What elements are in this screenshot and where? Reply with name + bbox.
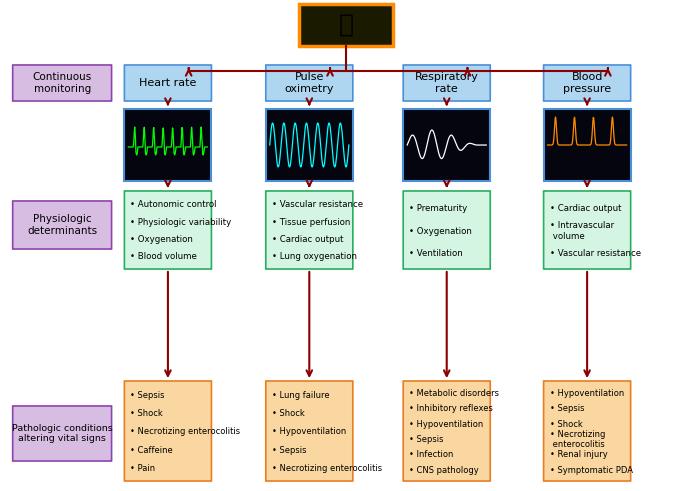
FancyBboxPatch shape (266, 381, 353, 481)
FancyBboxPatch shape (266, 109, 353, 181)
Text: • Sepsis: • Sepsis (272, 446, 306, 455)
Text: • Oxygenation: • Oxygenation (409, 227, 472, 236)
Text: • Autonomic control: • Autonomic control (130, 200, 217, 209)
FancyBboxPatch shape (544, 381, 631, 481)
FancyBboxPatch shape (125, 191, 212, 269)
Text: • Hypoventilation: • Hypoventilation (549, 389, 624, 398)
FancyBboxPatch shape (403, 191, 490, 269)
Text: • Hypoventilation: • Hypoventilation (409, 420, 484, 429)
Text: Heart rate: Heart rate (139, 78, 197, 88)
Text: • Renal injury: • Renal injury (549, 450, 608, 460)
Text: • Oxygenation: • Oxygenation (130, 235, 193, 244)
Text: • Vascular resistance: • Vascular resistance (272, 200, 363, 209)
Text: • Tissue perfusion: • Tissue perfusion (272, 218, 350, 227)
FancyBboxPatch shape (544, 109, 631, 181)
FancyBboxPatch shape (13, 65, 112, 101)
Text: • Necrotizing enterocolitis: • Necrotizing enterocolitis (272, 464, 382, 473)
Text: Pulse
oximetry: Pulse oximetry (284, 72, 334, 94)
Text: Blood
pressure: Blood pressure (563, 72, 611, 94)
Text: • Infection: • Infection (409, 450, 453, 460)
FancyBboxPatch shape (13, 406, 112, 461)
FancyBboxPatch shape (266, 65, 353, 101)
Text: • Cardiac output: • Cardiac output (272, 235, 343, 244)
Text: • Lung oxygenation: • Lung oxygenation (272, 252, 357, 261)
Text: Pathologic conditions
altering vital signs: Pathologic conditions altering vital sig… (12, 424, 112, 443)
Text: • Inhibitory reflexes: • Inhibitory reflexes (409, 404, 493, 413)
FancyBboxPatch shape (13, 201, 112, 249)
FancyBboxPatch shape (403, 109, 490, 181)
Text: • Vascular resistance: • Vascular resistance (549, 249, 640, 258)
Text: Physiologic
determinants: Physiologic determinants (27, 214, 97, 236)
Text: • Necrotizing enterocolitis: • Necrotizing enterocolitis (130, 427, 240, 436)
FancyBboxPatch shape (544, 65, 631, 101)
Text: 👶: 👶 (339, 13, 354, 37)
Text: Continuous
monitoring: Continuous monitoring (32, 72, 92, 94)
FancyBboxPatch shape (403, 65, 490, 101)
Text: • Metabolic disorders: • Metabolic disorders (409, 389, 499, 398)
FancyBboxPatch shape (125, 381, 212, 481)
Text: • Sepsis: • Sepsis (549, 404, 584, 413)
FancyBboxPatch shape (125, 65, 212, 101)
Text: • CNS pathology: • CNS pathology (409, 466, 479, 475)
Text: • Necrotizing
 enterocolitis: • Necrotizing enterocolitis (549, 430, 605, 449)
Text: • Prematurity: • Prematurity (409, 204, 467, 213)
Text: • Shock: • Shock (549, 420, 582, 429)
FancyBboxPatch shape (125, 109, 212, 181)
Text: • Shock: • Shock (272, 409, 304, 418)
Text: Respiratory
rate: Respiratory rate (415, 72, 479, 94)
Text: • Shock: • Shock (130, 409, 163, 418)
Text: • Symptomatic PDA: • Symptomatic PDA (549, 466, 632, 475)
FancyBboxPatch shape (266, 191, 353, 269)
Text: • Sepsis: • Sepsis (130, 391, 165, 400)
Text: • Pain: • Pain (130, 464, 155, 473)
Text: • Ventilation: • Ventilation (409, 249, 463, 258)
FancyBboxPatch shape (544, 191, 631, 269)
Text: • Intravascular
 volume: • Intravascular volume (549, 221, 614, 241)
FancyBboxPatch shape (299, 4, 393, 46)
Text: • Lung failure: • Lung failure (272, 391, 329, 400)
Text: • Sepsis: • Sepsis (409, 435, 444, 444)
Text: • Physiologic variability: • Physiologic variability (130, 218, 232, 227)
Text: • Blood volume: • Blood volume (130, 252, 197, 261)
Text: • Hypoventilation: • Hypoventilation (272, 427, 346, 436)
FancyBboxPatch shape (403, 381, 490, 481)
Text: • Cardiac output: • Cardiac output (549, 204, 621, 213)
Text: • Caffeine: • Caffeine (130, 446, 173, 455)
